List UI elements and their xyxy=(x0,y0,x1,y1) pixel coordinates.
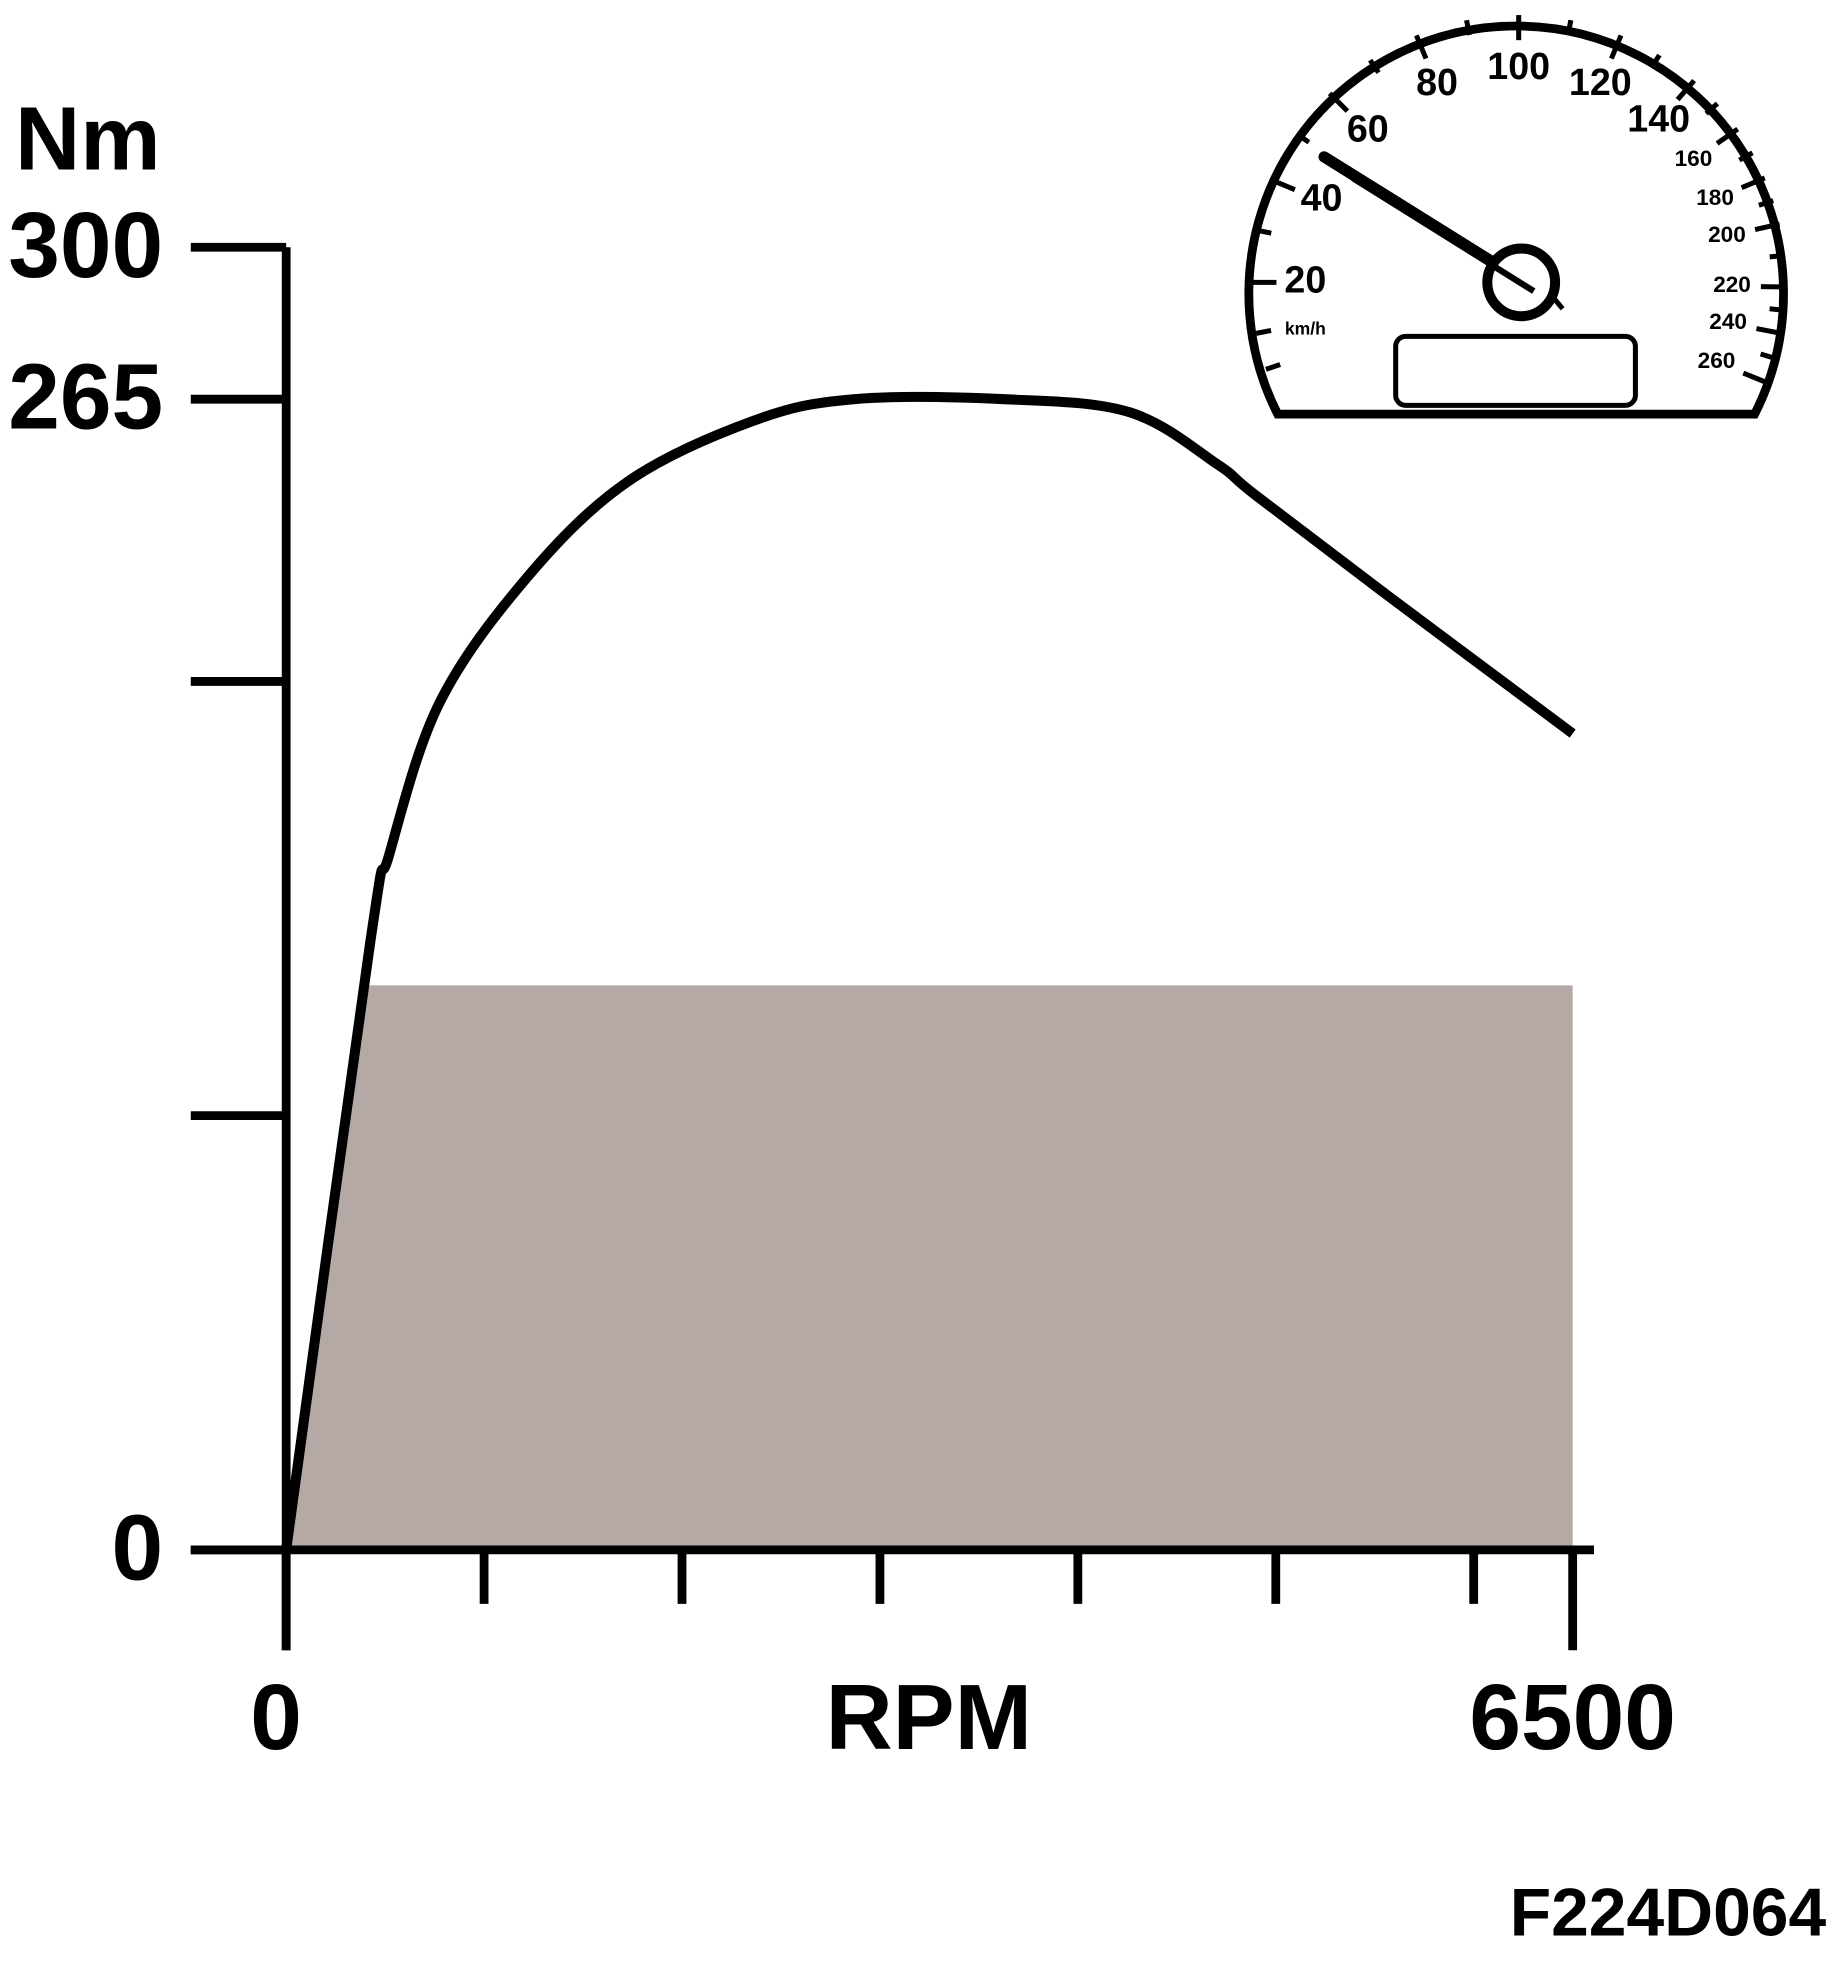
gauge-tick xyxy=(1255,227,1272,236)
gauge-tick xyxy=(1740,175,1766,191)
plot-area xyxy=(281,391,1576,1551)
gauge-tick xyxy=(1754,221,1781,232)
gauge-label: 160 xyxy=(1675,146,1713,171)
gauge-label: 100 xyxy=(1487,45,1550,87)
gauge-display xyxy=(1393,333,1638,408)
gauge-tick xyxy=(1565,19,1574,36)
y-tick-label: 300 xyxy=(8,193,163,297)
gauge-tick xyxy=(1738,150,1754,163)
gauge-tick xyxy=(1715,126,1740,146)
gauge-label: 140 xyxy=(1627,97,1690,139)
gauge-tick xyxy=(1265,362,1281,372)
gauge-label: 240 xyxy=(1709,309,1747,334)
gauge-tick xyxy=(1755,326,1782,336)
gauge-tick xyxy=(1295,131,1311,145)
gauge-tick xyxy=(1464,19,1472,36)
gauge-unit: km/h xyxy=(1285,319,1326,339)
area xyxy=(286,985,1573,1550)
gauge-label: 40 xyxy=(1301,177,1343,219)
gauge-label: 260 xyxy=(1698,348,1736,373)
gauge-label: 120 xyxy=(1569,61,1632,103)
gauge-tick xyxy=(1759,351,1776,361)
gauge-tick xyxy=(1327,91,1350,113)
figure-id: F224D064 xyxy=(1510,1875,1827,1950)
x-tick-label: 0 xyxy=(250,1665,302,1769)
gauge-label: 220 xyxy=(1713,272,1751,297)
gauge-tick xyxy=(1758,198,1774,208)
gauge-label: 80 xyxy=(1416,61,1458,103)
torque-curve xyxy=(281,391,1576,1551)
y-tick-label: 0 xyxy=(112,1495,164,1599)
gauge-label: 60 xyxy=(1347,107,1389,149)
gauge-label: 180 xyxy=(1696,185,1734,210)
gauge-tick xyxy=(1414,34,1429,60)
x-axis-label: RPM xyxy=(826,1665,1032,1769)
y-axis-label: Nm xyxy=(15,88,161,189)
gauge-tick xyxy=(1255,328,1272,336)
gauge-tick xyxy=(1649,53,1662,70)
gauge-label: 20 xyxy=(1284,258,1326,300)
gauge-tick xyxy=(1368,58,1381,75)
gauge-tick xyxy=(1675,78,1696,102)
gauge-tick xyxy=(1609,34,1624,60)
gauge-tick xyxy=(1704,101,1720,116)
gauge-tick xyxy=(1769,306,1785,313)
gauge-needle-inner xyxy=(1351,175,1536,294)
gauge-tick xyxy=(1742,370,1768,385)
y-tick-label: 265 xyxy=(8,345,163,449)
x-tick-label: 6500 xyxy=(1469,1665,1676,1769)
gauge-tick xyxy=(1270,177,1296,192)
gauge-label: 200 xyxy=(1708,222,1746,247)
gauge-tick xyxy=(1769,252,1785,260)
